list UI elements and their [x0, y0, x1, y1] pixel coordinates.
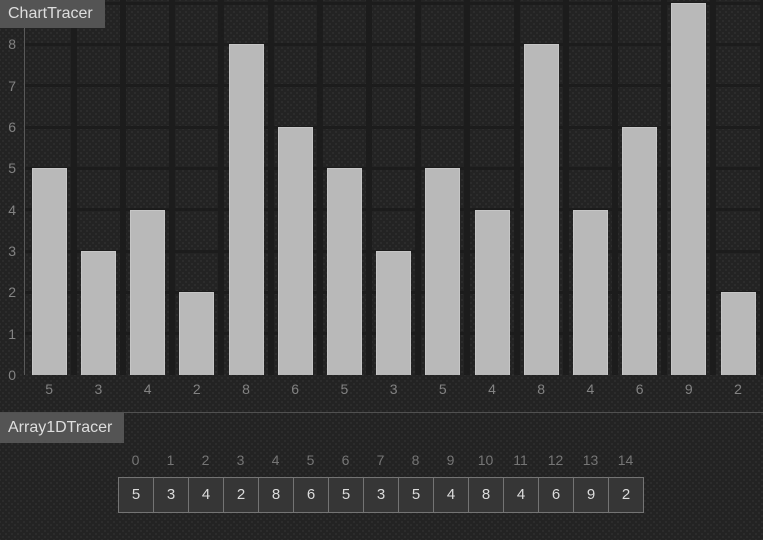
v-gridline [710, 0, 717, 375]
chart-bar [179, 292, 215, 375]
chart-bar [425, 168, 461, 375]
chart-bar [720, 292, 756, 375]
x-tick-label: 6 [291, 381, 300, 397]
h-gridline [24, 84, 763, 88]
v-gridline [759, 0, 763, 375]
v-gridline [120, 0, 126, 375]
v-gridline [513, 0, 520, 375]
array-index-label: 13 [582, 452, 599, 468]
array-cell: 4 [188, 477, 224, 513]
h-gridline [24, 166, 763, 170]
array-index-label: 11 [513, 452, 528, 468]
array-cell: 2 [223, 477, 259, 513]
chart-bar [326, 168, 362, 375]
x-tick-label: 3 [94, 381, 103, 397]
v-gridline [612, 0, 618, 375]
y-tick-label: 6 [8, 119, 16, 136]
array-cell: 3 [153, 477, 189, 513]
v-gridline [267, 0, 274, 375]
array-cell: 5 [398, 477, 434, 513]
y-tick-label: 5 [8, 160, 16, 177]
array-index-label: 9 [446, 452, 455, 468]
array-index-label: 6 [341, 452, 350, 468]
h-gridline [24, 1, 763, 5]
h-gridline [24, 208, 763, 212]
y-tick-label: 0 [8, 367, 16, 383]
array-index-label: 0 [131, 452, 140, 468]
v-gridline [415, 0, 422, 375]
array-index-label: 3 [236, 452, 245, 468]
array-cell: 2 [608, 477, 644, 513]
chart-bar [376, 251, 412, 375]
chart-bar [671, 3, 707, 375]
chart-bar [572, 209, 608, 375]
chart-bar [130, 209, 166, 375]
array-cell: 3 [363, 477, 399, 513]
x-tick-label: 2 [192, 381, 201, 397]
x-tick-label: 4 [143, 381, 152, 397]
array-index-label: 5 [306, 452, 315, 468]
chart-bar [474, 209, 510, 375]
y-tick-label: 2 [8, 284, 16, 301]
x-tick-label: 9 [684, 381, 693, 397]
array-cell: 8 [258, 477, 294, 513]
y-tick-label: 7 [8, 77, 16, 94]
array-cell: 5 [118, 477, 154, 513]
y-tick-label: 3 [8, 243, 16, 259]
v-gridline [366, 0, 372, 375]
y-axis-line [24, 0, 25, 375]
array-cell: 4 [433, 477, 469, 513]
array-cell: 8 [468, 477, 504, 513]
chart-bar [228, 44, 264, 375]
x-tick-label: 8 [242, 381, 250, 397]
array-cell: 4 [503, 477, 539, 513]
x-tick-label: 2 [734, 381, 742, 397]
x-tick-label: 4 [488, 381, 496, 397]
x-tick-label: 5 [45, 381, 54, 397]
array-index-label: 14 [617, 452, 634, 468]
array-cell: 5 [328, 477, 364, 513]
h-gridline [24, 42, 763, 46]
chart-tracer-title: ChartTracer [0, 0, 105, 28]
panel-divider [0, 412, 763, 413]
array-index-label: 7 [376, 452, 385, 468]
chart-bar [80, 251, 116, 375]
chart-bar [523, 44, 559, 375]
array-index-label: 12 [547, 452, 564, 468]
chart-bar [277, 127, 313, 375]
v-gridline [218, 0, 225, 375]
array-index-label: 1 [166, 452, 175, 468]
array-cell: 6 [293, 477, 329, 513]
x-tick-label: 4 [586, 381, 595, 397]
y-tick-label: 1 [8, 325, 16, 342]
v-gridline [464, 0, 471, 375]
array-tracer-title: Array1DTracer [0, 413, 125, 443]
v-gridline [562, 0, 569, 375]
h-gridline [24, 125, 763, 129]
x-tick-label: 8 [537, 381, 546, 397]
array-index-label: 10 [477, 452, 494, 468]
array-cell: 6 [538, 477, 574, 513]
chart-bar [622, 127, 658, 375]
x-tick-label: 3 [389, 381, 398, 397]
array-index-label: 4 [271, 452, 280, 468]
chart-bar [31, 168, 67, 375]
v-gridline [169, 0, 176, 375]
x-tick-label: 6 [635, 381, 644, 397]
y-tick-label: 4 [8, 201, 16, 218]
x-tick-label: 5 [438, 381, 447, 397]
y-tick-label: 8 [8, 36, 16, 53]
array-cell: 9 [573, 477, 609, 513]
v-gridline [70, 0, 77, 375]
array-index-label: 8 [411, 452, 420, 468]
v-gridline [661, 0, 668, 375]
array-index-label: 2 [201, 452, 210, 468]
v-gridline [316, 0, 323, 375]
x-tick-label: 5 [340, 381, 349, 397]
